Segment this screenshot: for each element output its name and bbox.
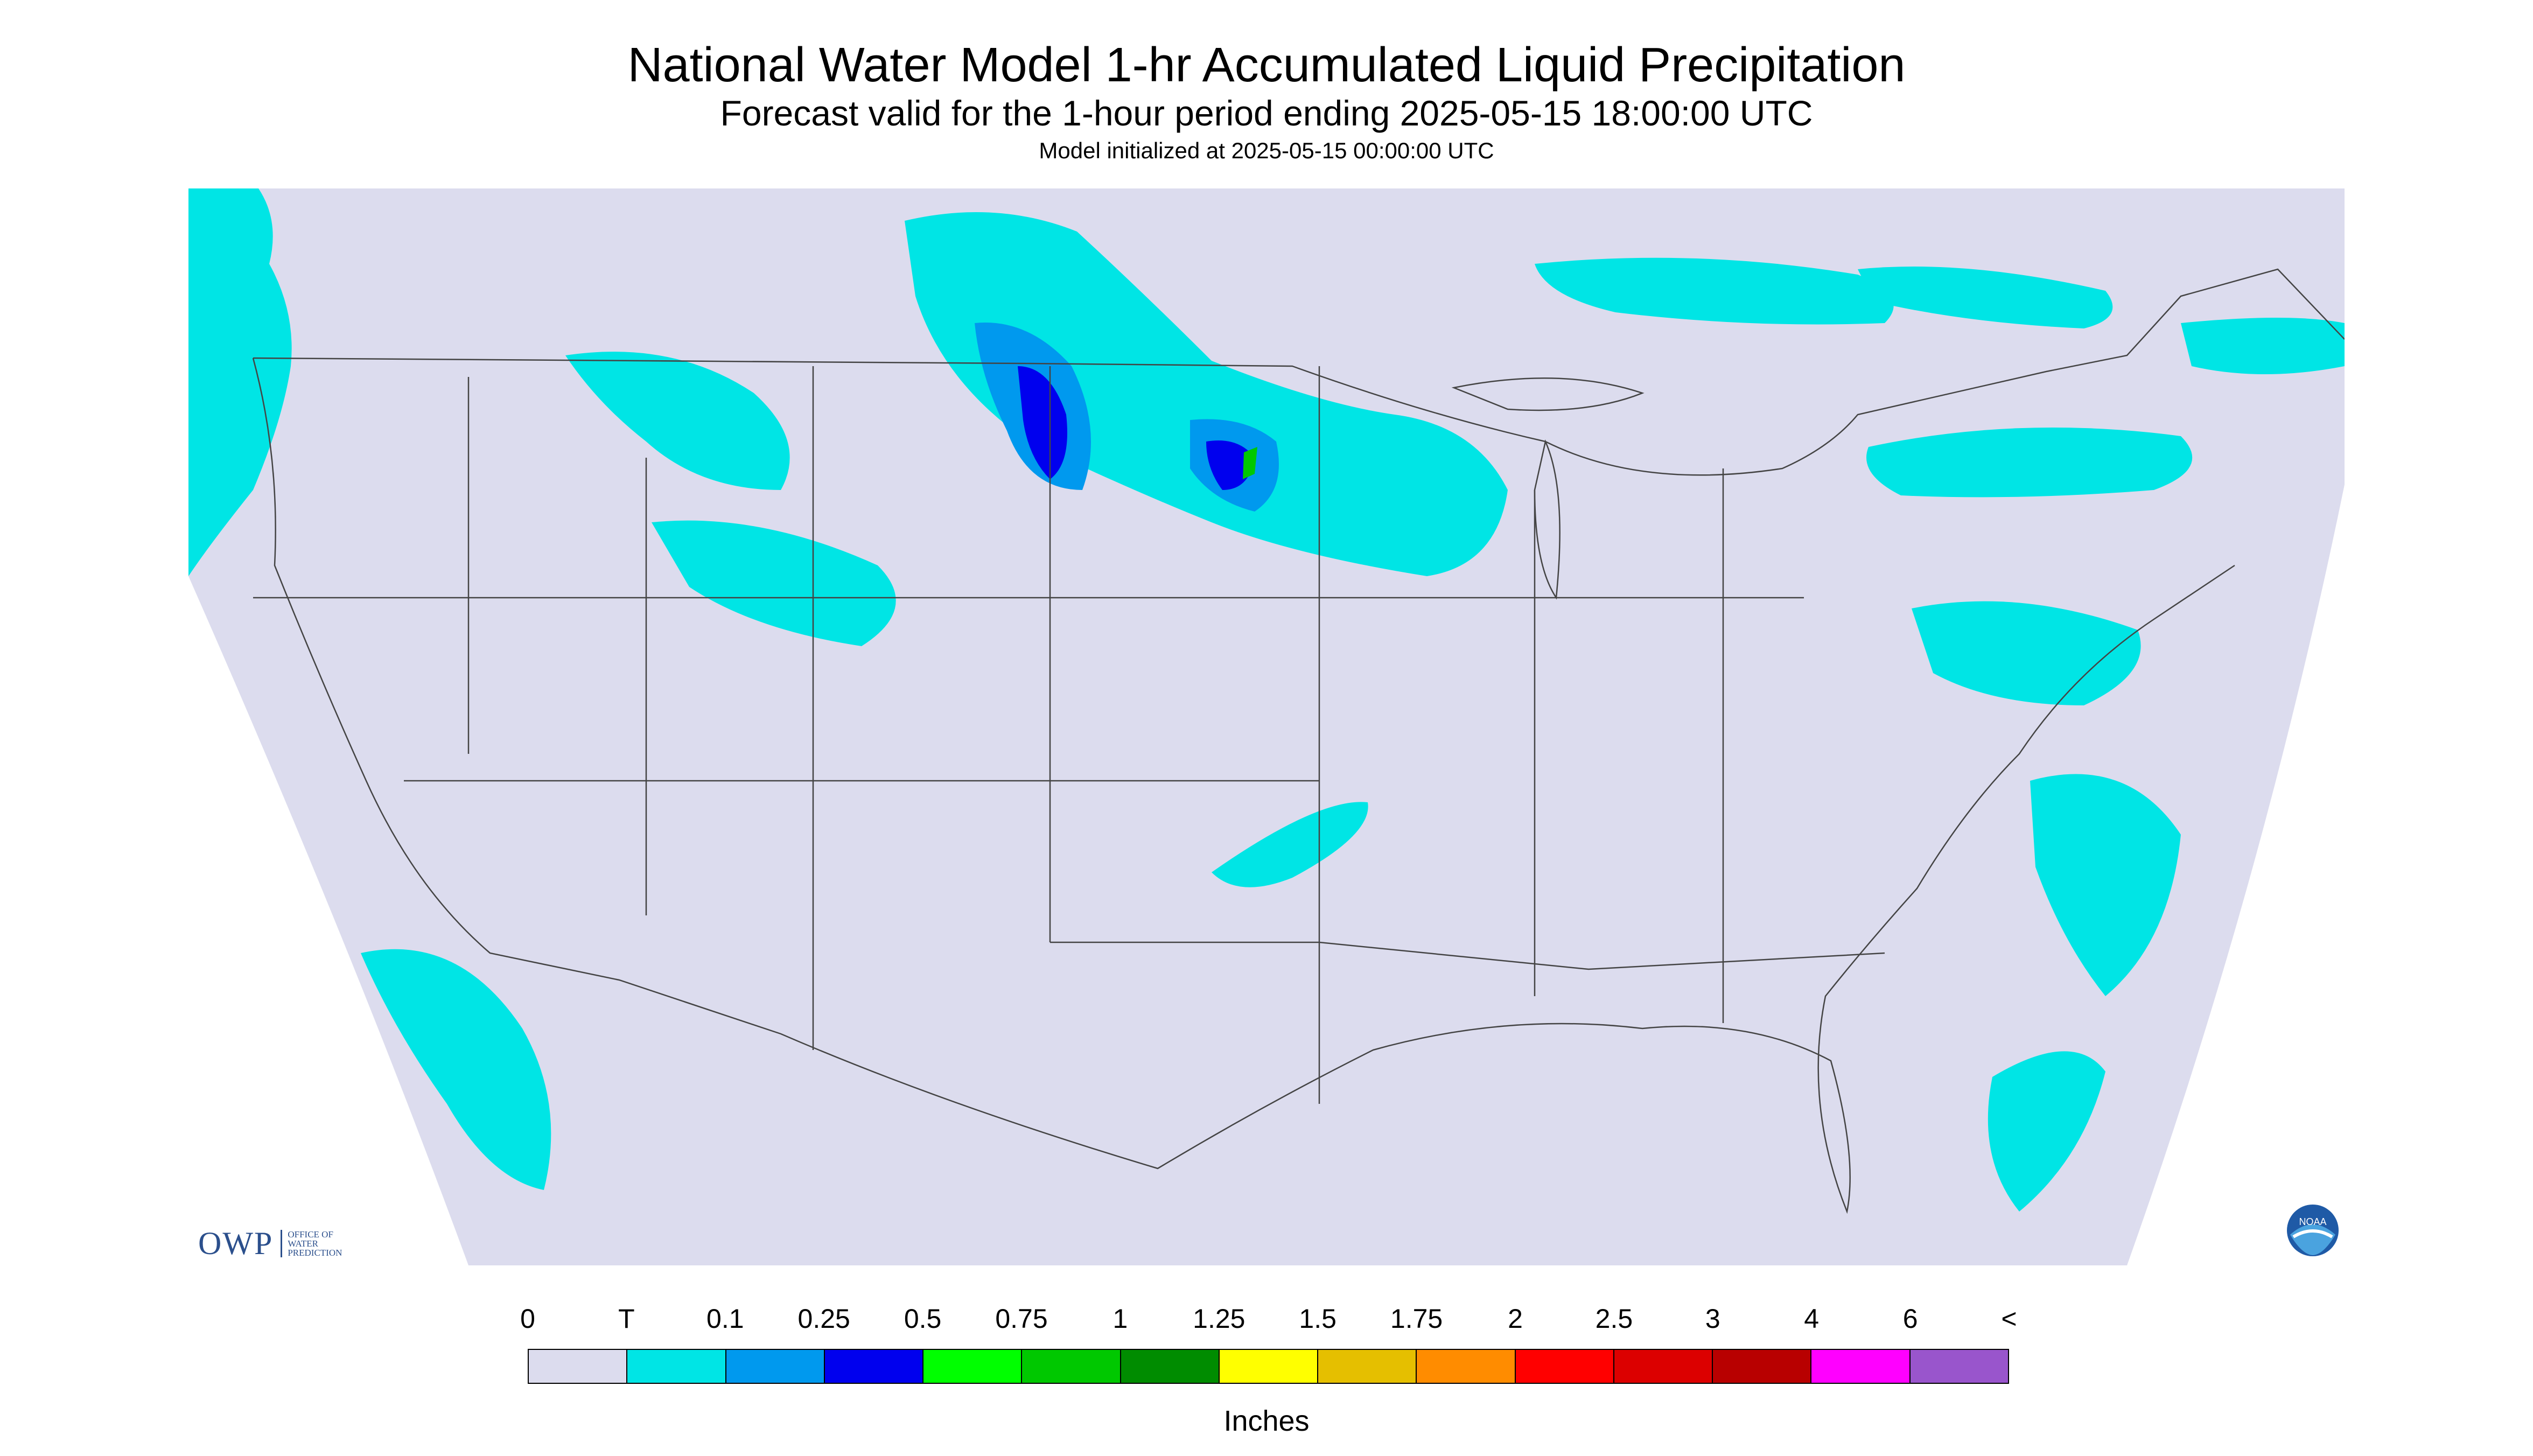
precip-area [1018, 366, 1067, 479]
precip-area [1988, 1051, 2105, 1212]
legend-swatch [1417, 1350, 1516, 1383]
legend-label: 0.1 [706, 1304, 744, 1334]
legend-swatch [726, 1350, 825, 1383]
legend-label: 1.75 [1390, 1304, 1443, 1334]
legend-swatch [1811, 1350, 1911, 1383]
precip-area [1243, 447, 1257, 479]
legend-label: 2 [1508, 1304, 1523, 1334]
map-title: National Water Model 1-hr Accumulated Li… [627, 38, 1906, 92]
precip-area [1212, 802, 1368, 887]
precip-area [1858, 267, 2113, 328]
precip-area [361, 949, 551, 1190]
precip-area [1535, 257, 1894, 325]
legend-swatch [1022, 1350, 1121, 1383]
legend-swatch [1121, 1350, 1220, 1383]
precip-area [2030, 774, 2181, 996]
legend-label: 3 [1705, 1304, 1720, 1334]
us-border [253, 268, 2345, 476]
precip-area [905, 212, 1508, 576]
legend-units: Inches [1223, 1405, 1310, 1437]
model-init-text: Model initialized at 2025-05-15 00:00:00… [1039, 138, 1494, 163]
legend-label: 0.75 [995, 1304, 1048, 1334]
legend-swatch [923, 1350, 1023, 1383]
legend-label: 1.5 [1299, 1304, 1337, 1334]
state-line [1050, 941, 1885, 970]
precip-area [1206, 440, 1255, 490]
map-subtitle: Forecast valid for the 1-hour period end… [720, 93, 1813, 133]
legend-swatch [1614, 1350, 1713, 1383]
legend-label: < [2001, 1304, 2017, 1334]
precip-area [2181, 318, 2345, 374]
precip-area [1912, 601, 2141, 705]
legend-label: 0 [520, 1304, 535, 1334]
legend-swatch [627, 1350, 726, 1383]
legend-label: 0.25 [797, 1304, 850, 1334]
legend-label: 1.25 [1193, 1304, 1245, 1334]
legend-swatch [824, 1350, 924, 1383]
legend-label: 6 [1902, 1304, 1918, 1334]
precip-area [188, 188, 292, 576]
noaa-logo: NOAA [2287, 1205, 2339, 1256]
precip-area [1866, 428, 2193, 498]
color-legend [528, 1349, 2009, 1384]
lake-michigan [1534, 439, 1561, 600]
legend-swatch [1219, 1350, 1319, 1383]
precip-area [565, 352, 790, 490]
owp-logo: OWP OFFICE OF WATER PREDICTION [198, 1225, 342, 1262]
legend-swatch [1515, 1350, 1614, 1383]
precipitation-map [188, 188, 2345, 1265]
legend-swatch [1318, 1350, 1417, 1383]
legend-label: 4 [1804, 1304, 1820, 1334]
legend-label: T [618, 1304, 635, 1334]
owp-logo-subtext: OFFICE OF WATER PREDICTION [281, 1230, 342, 1257]
us-coastline [252, 358, 2235, 1214]
legend-swatch [1910, 1350, 2008, 1383]
legend-label: 0.5 [904, 1304, 942, 1334]
legend-swatch [1713, 1350, 1812, 1383]
legend-swatch [529, 1350, 628, 1383]
lake-superior [1451, 377, 1645, 411]
owp-logo-mark: OWP [198, 1226, 274, 1261]
legend-label: 1 [1112, 1304, 1128, 1334]
legend-labels: 0 T 0.1 0.25 0.5 0.75 1 1.25 1.5 1.75 2 2.5 3 4 6 < [0, 1303, 2533, 1335]
legend-label: 2.5 [1595, 1304, 1633, 1334]
svg-text:NOAA: NOAA [2299, 1216, 2326, 1227]
precip-area [652, 520, 896, 646]
